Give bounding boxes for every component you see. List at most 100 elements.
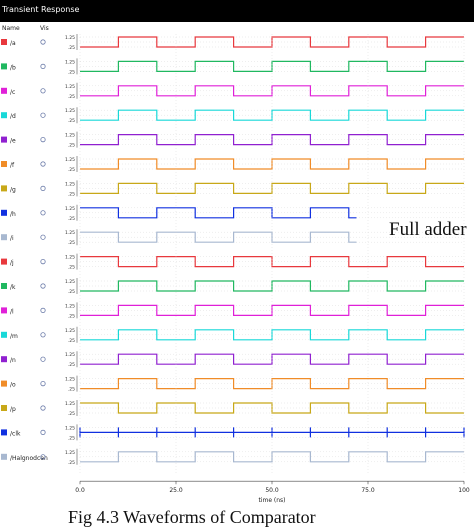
series-name-label: /c [10, 89, 15, 96]
series-color-swatch [1, 429, 7, 436]
visibility-eye-icon[interactable] [40, 380, 46, 387]
series-name-label: /b [10, 64, 16, 71]
series-name-label: /h [10, 211, 16, 218]
series-halgnodcen: /Halgnodcen 1.25 .25 [1, 448, 464, 466]
visibility-eye-icon[interactable] [40, 137, 46, 143]
y-tick-label: .25 [68, 338, 75, 344]
series-b: /b 1.25 .25 [1, 58, 464, 75]
series-n: /n 1.25 .25 [1, 351, 464, 368]
series-name-label: /d [10, 113, 16, 120]
waveform-line [80, 378, 464, 390]
y-tick-label: .25 [68, 94, 75, 100]
series-k: /k 1.25 .25 [1, 278, 464, 295]
visibility-eye-icon[interactable] [40, 234, 46, 240]
series-o: /o 1.25 .25 [1, 375, 464, 393]
series-name-label: /p [10, 406, 16, 413]
window-titlebar: Transient Response [0, 0, 474, 22]
waveform-line [80, 353, 464, 365]
y-tick-label: .25 [68, 313, 75, 319]
series-name-label: /n [10, 357, 16, 364]
y-tick-label: 1.25 [65, 35, 75, 41]
y-tick-label: .25 [68, 191, 75, 197]
series-name-label: /o [10, 382, 16, 389]
y-tick-label: .25 [68, 435, 75, 441]
series-color-swatch [1, 87, 7, 94]
y-tick-label: 1.25 [65, 352, 75, 358]
series-a: /a 1.25 .25 [1, 34, 464, 51]
visibility-eye-icon[interactable] [40, 332, 46, 338]
y-tick-label: 1.25 [65, 133, 75, 139]
visibility-eye-icon[interactable] [40, 429, 46, 435]
series-name-label: /a [10, 40, 16, 47]
y-tick-label: 1.25 [65, 450, 75, 456]
y-tick-label: 1.25 [65, 108, 75, 114]
series-color-swatch [1, 136, 7, 143]
y-tick-label: 1.25 [65, 303, 75, 309]
y-tick-label: 1.25 [65, 157, 75, 163]
visibility-eye-icon[interactable] [40, 258, 46, 265]
visibility-eye-icon[interactable] [40, 185, 46, 191]
series-color-swatch [1, 234, 7, 241]
chart-annotation: Full adder [389, 219, 467, 240]
y-tick-label: .25 [68, 289, 75, 295]
waveform-line [80, 85, 464, 97]
series-color-swatch [1, 112, 7, 119]
x-tick-label: 50.0 [265, 487, 279, 494]
waveform-line [80, 36, 464, 48]
visibility-eye-icon[interactable] [40, 405, 46, 411]
visibility-eye-icon[interactable] [40, 210, 46, 216]
visibility-eye-icon[interactable] [40, 454, 46, 460]
x-tick-label: 100 [458, 487, 470, 494]
visibility-eye-icon[interactable] [40, 161, 46, 167]
series-c: /c 1.25 .25 [1, 82, 464, 100]
series-name-label: /e [10, 138, 16, 145]
visibility-eye-icon[interactable] [40, 39, 46, 45]
series-f: /f 1.25 .25 [1, 156, 464, 173]
y-tick-label: .25 [68, 265, 75, 271]
visibility-eye-icon[interactable] [40, 356, 46, 362]
y-tick-label: 1.25 [65, 255, 75, 261]
series-d: /d 1.25 .25 [1, 107, 464, 124]
series-color-swatch [1, 405, 7, 411]
y-tick-label: .25 [68, 216, 75, 222]
series-name-label: /clk [10, 430, 21, 437]
series-name-label: /m [10, 333, 18, 340]
y-tick-label: .25 [68, 387, 75, 393]
y-tick-label: .25 [68, 240, 75, 246]
series-i: /i 1.25 .25 [1, 229, 464, 246]
series-name-label: /i [10, 235, 14, 242]
waveform-line [79, 427, 465, 438]
y-tick-label: 1.25 [65, 401, 75, 407]
visibility-eye-icon[interactable] [40, 63, 46, 70]
y-tick-label: .25 [68, 411, 75, 417]
y-tick-label: .25 [68, 167, 75, 173]
visibility-eye-icon[interactable] [40, 283, 46, 289]
series-color-swatch [1, 258, 7, 265]
series-g: /g 1.25 .25 [1, 180, 464, 197]
waveform-line [80, 207, 357, 219]
visibility-eye-icon[interactable] [40, 88, 46, 94]
x-axis-label: time (ns) [258, 497, 285, 504]
waveform-line [80, 231, 357, 243]
figure-caption: Fig 4.3 Waveforms of Comparator [68, 507, 316, 527]
series-p: /p 1.25 .25 [1, 400, 464, 417]
x-tick-label: 0.0 [75, 487, 85, 494]
y-tick-label: 1.25 [65, 425, 75, 431]
y-tick-label: 1.25 [65, 230, 75, 236]
series-color-swatch [1, 39, 7, 45]
series-color-swatch [1, 283, 7, 289]
series-color-swatch [1, 307, 7, 314]
series-color-swatch [1, 63, 7, 70]
waveform-line [80, 182, 464, 194]
y-tick-label: 1.25 [65, 84, 75, 90]
vis-column-header[interactable]: Vis [40, 25, 49, 32]
y-tick-label: .25 [68, 69, 75, 75]
waveform-line [80, 256, 464, 268]
y-tick-label: 1.25 [65, 328, 75, 334]
series-color-swatch [1, 380, 7, 387]
y-tick-label: .25 [68, 143, 75, 149]
visibility-eye-icon[interactable] [40, 307, 46, 313]
visibility-eye-icon[interactable] [40, 112, 46, 118]
series-color-swatch [1, 161, 7, 167]
